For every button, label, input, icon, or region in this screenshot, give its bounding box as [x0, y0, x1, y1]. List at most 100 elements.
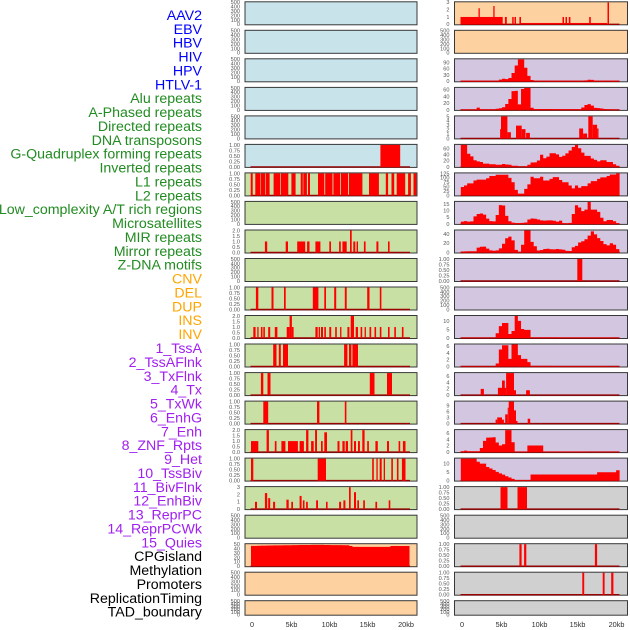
svg-text:15_Quies: 15_Quies	[141, 535, 202, 551]
svg-text:400: 400	[231, 575, 240, 581]
svg-text:3: 3	[446, 123, 449, 129]
svg-text:30: 30	[234, 551, 240, 557]
svg-text:1.5: 1.5	[232, 434, 240, 440]
svg-text:12_EnhBiv: 12_EnhBiv	[133, 494, 203, 510]
svg-text:0: 0	[446, 222, 449, 228]
svg-text:125: 125	[440, 171, 449, 177]
svg-text:0: 0	[237, 613, 240, 619]
svg-text:0.00: 0.00	[229, 479, 240, 485]
svg-text:3: 3	[446, 416, 449, 422]
svg-text:0: 0	[237, 79, 240, 85]
svg-text:0.50: 0.50	[229, 382, 240, 388]
svg-text:0.5: 0.5	[232, 445, 240, 451]
svg-text:Methylation: Methylation	[129, 563, 202, 579]
svg-text:0.50: 0.50	[229, 296, 240, 302]
svg-text:200: 200	[231, 70, 240, 76]
svg-text:400: 400	[231, 602, 240, 608]
svg-text:300: 300	[231, 123, 240, 129]
svg-text:0: 0	[446, 51, 449, 57]
svg-text:200: 200	[440, 299, 449, 305]
svg-text:0.75: 0.75	[439, 262, 450, 268]
svg-text:INS: INS	[178, 313, 202, 329]
svg-text:0.50: 0.50	[229, 468, 240, 474]
svg-text:2_TssAFlnk: 2_TssAFlnk	[129, 355, 203, 371]
svg-text:40: 40	[443, 153, 449, 159]
svg-text:0.75: 0.75	[229, 148, 240, 154]
svg-text:0: 0	[446, 393, 449, 399]
svg-text:0.75: 0.75	[439, 491, 450, 497]
svg-text:0.25: 0.25	[229, 416, 240, 422]
svg-text:0.75: 0.75	[439, 548, 450, 554]
svg-text:0.00: 0.00	[229, 307, 240, 313]
svg-text:300: 300	[231, 66, 240, 72]
svg-text:2: 2	[446, 387, 449, 393]
svg-text:400: 400	[231, 33, 240, 39]
svg-text:EBV: EBV	[174, 22, 203, 38]
svg-text:400: 400	[231, 5, 240, 11]
svg-text:0.25: 0.25	[439, 502, 450, 508]
svg-text:500: 500	[231, 200, 240, 206]
svg-text:6: 6	[446, 374, 449, 380]
svg-text:400: 400	[231, 62, 240, 68]
svg-text:HBV: HBV	[173, 36, 203, 52]
svg-text:0.75: 0.75	[229, 291, 240, 297]
svg-text:10: 10	[443, 462, 449, 468]
svg-text:L2 repeats: L2 repeats	[135, 188, 202, 204]
svg-text:1.00: 1.00	[229, 285, 240, 291]
svg-text:0.75: 0.75	[439, 576, 450, 582]
svg-text:1.00: 1.00	[229, 342, 240, 348]
svg-text:9: 9	[446, 403, 449, 409]
svg-text:20: 20	[443, 101, 449, 107]
svg-text:500: 500	[440, 29, 449, 35]
svg-text:20kb: 20kb	[398, 620, 414, 629]
svg-text:13_ReprPC: 13_ReprPC	[128, 508, 202, 524]
svg-text:100: 100	[440, 610, 449, 616]
svg-text:100: 100	[440, 303, 449, 309]
svg-text:200: 200	[440, 42, 449, 48]
svg-text:1: 1	[446, 15, 449, 21]
svg-text:400: 400	[440, 518, 449, 524]
svg-text:0.25: 0.25	[229, 359, 240, 365]
svg-text:1.00: 1.00	[439, 257, 450, 263]
svg-text:Z-DNA motifs: Z-DNA motifs	[118, 258, 202, 274]
svg-text:300: 300	[440, 522, 449, 528]
svg-text:HPV: HPV	[173, 63, 203, 79]
svg-text:0: 0	[237, 507, 240, 513]
svg-text:300: 300	[231, 38, 240, 44]
svg-text:6: 6	[446, 344, 449, 350]
svg-text:0.25: 0.25	[439, 559, 450, 565]
svg-text:2: 2	[446, 128, 449, 134]
svg-text:Alu repeats: Alu repeats	[130, 91, 202, 107]
svg-text:0.5: 0.5	[232, 330, 240, 336]
svg-text:400: 400	[440, 290, 449, 296]
svg-text:500: 500	[231, 571, 240, 577]
svg-text:7_Enh: 7_Enh	[161, 424, 202, 440]
svg-text:0: 0	[250, 620, 254, 629]
svg-text:100: 100	[231, 610, 240, 616]
svg-text:0.25: 0.25	[229, 473, 240, 479]
svg-text:0: 0	[237, 222, 240, 228]
svg-text:300: 300	[440, 38, 449, 44]
svg-text:100: 100	[231, 588, 240, 594]
svg-text:2: 2	[446, 444, 449, 450]
svg-text:50: 50	[443, 185, 449, 191]
svg-text:400: 400	[440, 602, 449, 608]
svg-text:10: 10	[234, 560, 240, 566]
svg-text:100: 100	[440, 531, 449, 537]
svg-text:0: 0	[446, 79, 449, 85]
svg-text:0.50: 0.50	[229, 411, 240, 417]
svg-text:HTLV-1: HTLV-1	[155, 77, 202, 93]
svg-text:20: 20	[234, 555, 240, 561]
svg-text:1.00: 1.00	[229, 457, 240, 463]
svg-text:1.00: 1.00	[229, 400, 240, 406]
svg-text:200: 200	[231, 527, 240, 533]
svg-text:90: 90	[443, 60, 449, 66]
svg-text:AAV2: AAV2	[167, 8, 202, 24]
svg-text:Low_complexity A/T rich region: Low_complexity A/T rich regions	[0, 202, 202, 218]
svg-text:200: 200	[231, 42, 240, 48]
svg-text:1: 1	[237, 500, 240, 506]
svg-text:0.75: 0.75	[229, 177, 240, 183]
svg-text:CNV: CNV	[172, 272, 202, 288]
svg-text:100: 100	[231, 75, 240, 81]
svg-text:0: 0	[446, 479, 449, 485]
